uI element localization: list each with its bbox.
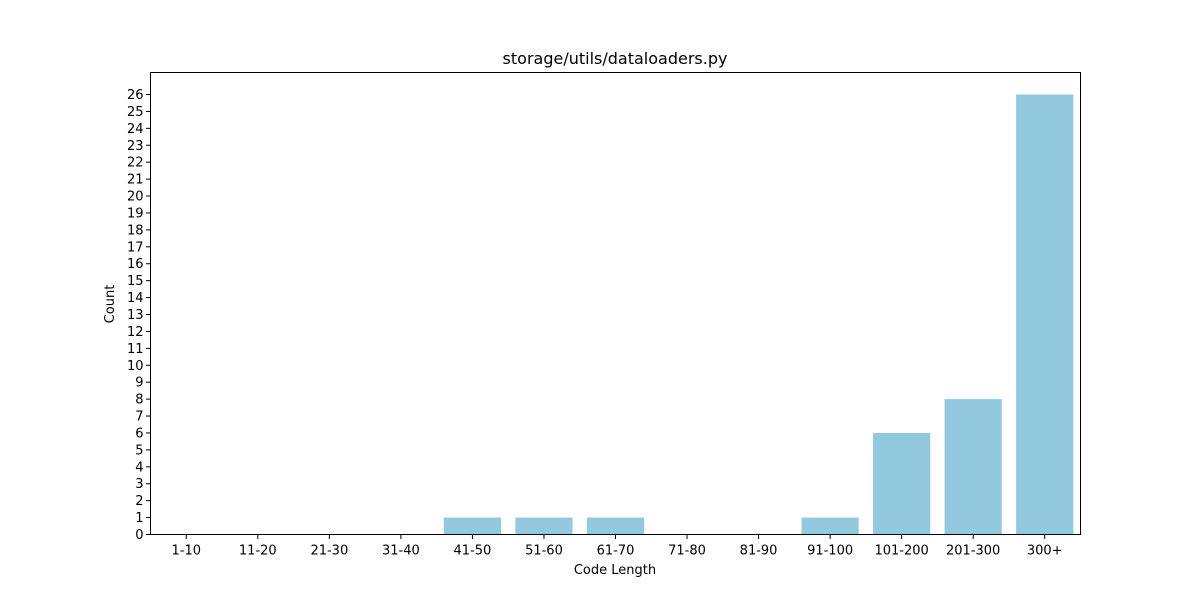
x-tick-label: 61-70 bbox=[597, 544, 635, 559]
x-tick-label: 101-200 bbox=[874, 544, 928, 559]
x-tick-label: 21-30 bbox=[310, 544, 348, 559]
y-tick-label: 17 bbox=[127, 240, 144, 255]
y-tick-label: 19 bbox=[127, 206, 144, 221]
bar-91-100 bbox=[801, 517, 859, 535]
x-tick-label: 201-300 bbox=[946, 544, 1000, 559]
bar-201-300 bbox=[944, 399, 1002, 535]
y-tick-label: 0 bbox=[135, 528, 143, 543]
y-tick-label: 23 bbox=[127, 139, 144, 154]
y-tick-label: 16 bbox=[127, 257, 144, 272]
y-tick-label: 22 bbox=[127, 156, 144, 171]
y-tick-label: 14 bbox=[127, 291, 144, 306]
y-tick-label: 18 bbox=[127, 223, 144, 238]
y-tick-label: 11 bbox=[127, 342, 144, 357]
y-tick-label: 21 bbox=[127, 173, 144, 188]
y-tick-label: 12 bbox=[127, 325, 144, 340]
y-axis: 0123456789101112131415161718192021222324… bbox=[127, 88, 151, 543]
x-tick-label: 91-100 bbox=[807, 544, 853, 559]
bar-101-200 bbox=[873, 432, 931, 535]
y-tick-label: 1 bbox=[135, 511, 143, 526]
y-tick-label: 13 bbox=[127, 308, 144, 323]
x-axis: 1-10 11-20 21-30 31-40 41-50 51-60 61-70 71-80 8… bbox=[172, 534, 1063, 559]
x-tick-label: 51-60 bbox=[525, 544, 563, 559]
x-tick-label: 11-20 bbox=[239, 544, 277, 559]
x-axis-title: Code Length bbox=[574, 563, 656, 578]
bars-group bbox=[443, 94, 1074, 535]
y-tick-label: 9 bbox=[135, 376, 143, 391]
y-tick-label: 26 bbox=[127, 88, 144, 103]
x-tick-label: 300+ bbox=[1027, 544, 1063, 559]
x-tick-label: 71-80 bbox=[668, 544, 706, 559]
y-tick-label: 15 bbox=[127, 274, 144, 289]
y-tick-label: 5 bbox=[135, 443, 143, 458]
y-tick-label: 2 bbox=[135, 494, 143, 509]
bar-61-70 bbox=[586, 517, 645, 535]
y-tick-label: 6 bbox=[135, 426, 143, 441]
y-tick-label: 4 bbox=[135, 460, 143, 475]
y-tick-label: 10 bbox=[127, 359, 144, 374]
y-tick-label: 20 bbox=[127, 190, 144, 205]
chart-title: storage/utils/dataloaders.py bbox=[503, 49, 728, 68]
y-tick-label: 8 bbox=[135, 393, 143, 408]
y-tick-label: 25 bbox=[127, 105, 144, 120]
y-axis-title: Count bbox=[103, 285, 118, 324]
bar-51-60 bbox=[515, 517, 573, 535]
bar-41-50 bbox=[443, 517, 502, 535]
x-tick-label: 31-40 bbox=[382, 544, 420, 559]
x-tick-label: 41-50 bbox=[454, 544, 492, 559]
x-tick-label: 81-90 bbox=[740, 544, 778, 559]
bar-300+ bbox=[1016, 94, 1074, 535]
y-tick-label: 3 bbox=[135, 477, 143, 492]
x-tick-label: 1-10 bbox=[172, 544, 202, 559]
y-tick-label: 7 bbox=[135, 410, 143, 425]
y-tick-label: 24 bbox=[127, 122, 144, 137]
